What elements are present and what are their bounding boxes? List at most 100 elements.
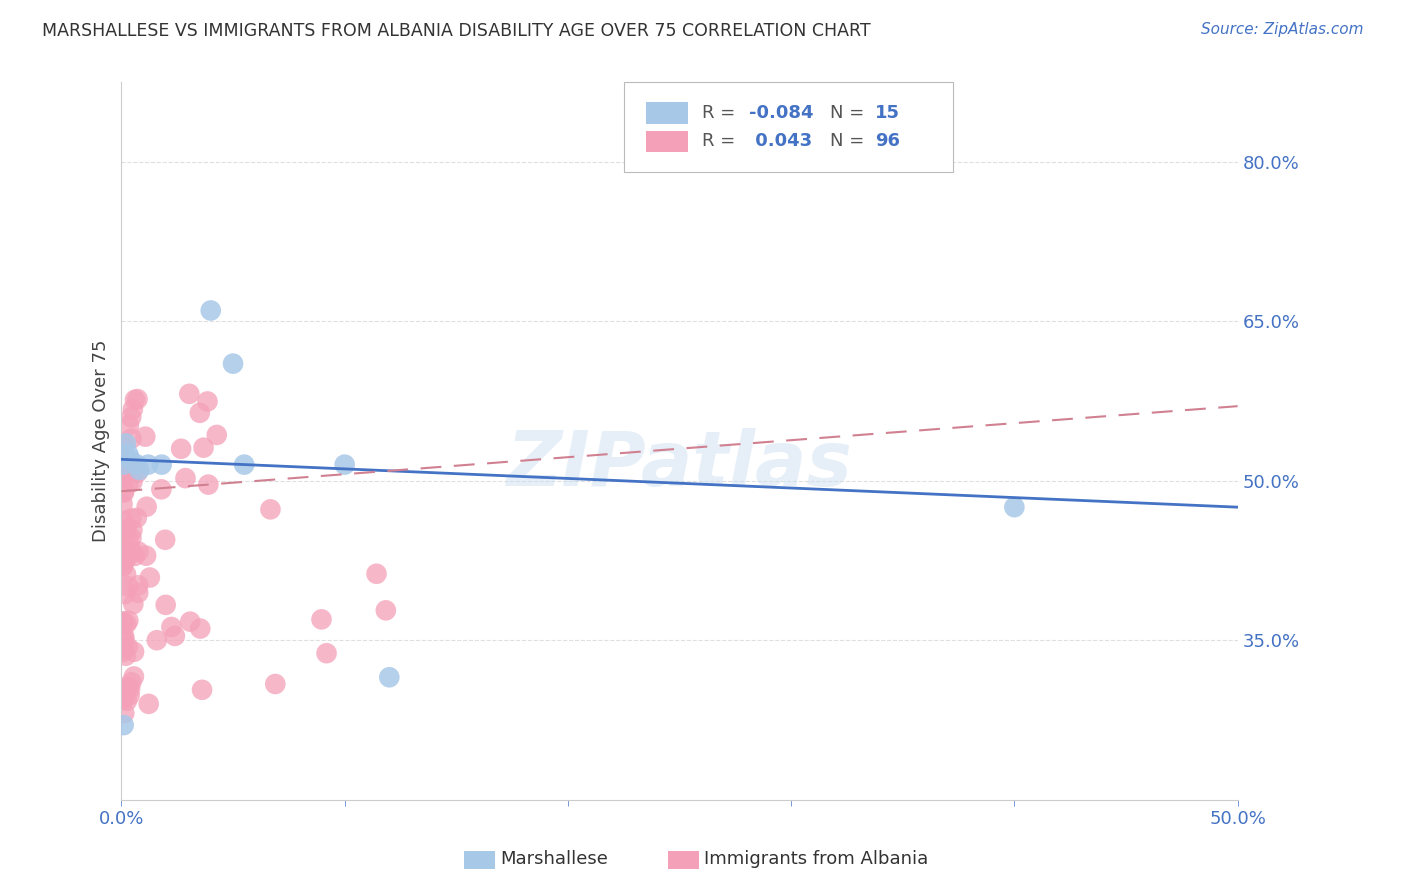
- Point: [128, 544, 150, 558]
- FancyBboxPatch shape: [624, 82, 953, 171]
- Point: [366, 566, 388, 581]
- Point: [120, 452, 142, 467]
- Text: -0.084: -0.084: [749, 103, 813, 121]
- Point: [121, 543, 143, 558]
- Point: [115, 648, 138, 663]
- Point: [121, 511, 143, 525]
- Point: [124, 549, 146, 563]
- Point: [378, 670, 401, 684]
- Point: [111, 645, 134, 659]
- Point: [188, 622, 211, 636]
- Point: [112, 514, 135, 528]
- Point: [112, 455, 135, 469]
- Point: [374, 603, 396, 617]
- Text: N =: N =: [830, 103, 870, 121]
- Point: [311, 612, 333, 626]
- Point: [117, 476, 139, 491]
- Text: Source: ZipAtlas.com: Source: ZipAtlas.com: [1201, 22, 1364, 37]
- Text: R =: R =: [702, 103, 741, 121]
- Point: [1002, 500, 1025, 515]
- Point: [179, 387, 201, 401]
- Point: [114, 467, 136, 481]
- Point: [264, 677, 287, 691]
- Point: [117, 680, 139, 694]
- Point: [127, 392, 149, 406]
- Point: [111, 548, 134, 562]
- Point: [111, 685, 134, 699]
- Point: [115, 694, 138, 708]
- Point: [115, 522, 138, 536]
- Point: [155, 598, 177, 612]
- Point: [117, 549, 139, 564]
- Point: [112, 685, 135, 699]
- Point: [112, 688, 135, 702]
- Text: 96: 96: [875, 133, 900, 151]
- Point: [112, 642, 135, 657]
- Point: [125, 511, 148, 525]
- Point: [188, 406, 211, 420]
- Point: [121, 475, 143, 489]
- Point: [118, 689, 141, 703]
- Point: [111, 539, 134, 553]
- Point: [112, 718, 135, 732]
- Point: [153, 533, 176, 547]
- Point: [191, 682, 214, 697]
- Point: [193, 441, 215, 455]
- Text: Immigrants from Albania: Immigrants from Albania: [704, 850, 928, 868]
- Point: [121, 432, 143, 446]
- Point: [111, 615, 134, 629]
- Point: [120, 410, 142, 425]
- Point: [118, 418, 141, 433]
- Point: [111, 436, 134, 450]
- Point: [115, 436, 138, 450]
- Point: [117, 447, 139, 461]
- Point: [112, 485, 135, 500]
- Point: [160, 620, 183, 634]
- Point: [111, 615, 134, 630]
- Point: [174, 471, 197, 485]
- Point: [124, 392, 146, 407]
- Point: [125, 458, 148, 472]
- Point: [121, 523, 143, 537]
- Point: [139, 570, 162, 584]
- Point: [111, 690, 134, 704]
- Point: [122, 669, 145, 683]
- Text: 0.043: 0.043: [749, 133, 811, 151]
- Point: [259, 502, 281, 516]
- Point: [114, 469, 136, 483]
- Point: [127, 466, 149, 480]
- Point: [122, 597, 145, 611]
- Point: [122, 402, 145, 417]
- Point: [120, 531, 142, 545]
- Point: [127, 578, 149, 592]
- Point: [111, 635, 134, 649]
- Point: [146, 633, 169, 648]
- Point: [197, 394, 219, 409]
- Point: [114, 546, 136, 560]
- Point: [112, 616, 135, 631]
- Point: [120, 681, 142, 696]
- Point: [114, 684, 136, 698]
- Text: Marshallese: Marshallese: [501, 850, 609, 868]
- Point: [135, 500, 157, 514]
- Point: [150, 483, 173, 497]
- FancyBboxPatch shape: [645, 131, 689, 153]
- Point: [112, 629, 135, 643]
- Point: [112, 632, 135, 646]
- Point: [114, 553, 136, 567]
- Text: R =: R =: [702, 133, 741, 151]
- Point: [117, 640, 139, 654]
- Point: [128, 463, 150, 477]
- Point: [115, 616, 138, 631]
- Point: [315, 646, 337, 660]
- Text: ZIPatlas: ZIPatlas: [506, 427, 852, 501]
- Point: [134, 430, 156, 444]
- Point: [117, 533, 139, 547]
- Point: [138, 697, 160, 711]
- Point: [111, 467, 134, 481]
- FancyBboxPatch shape: [645, 102, 689, 123]
- Point: [333, 458, 356, 472]
- Text: N =: N =: [830, 133, 870, 151]
- Point: [200, 303, 222, 318]
- Point: [112, 706, 135, 721]
